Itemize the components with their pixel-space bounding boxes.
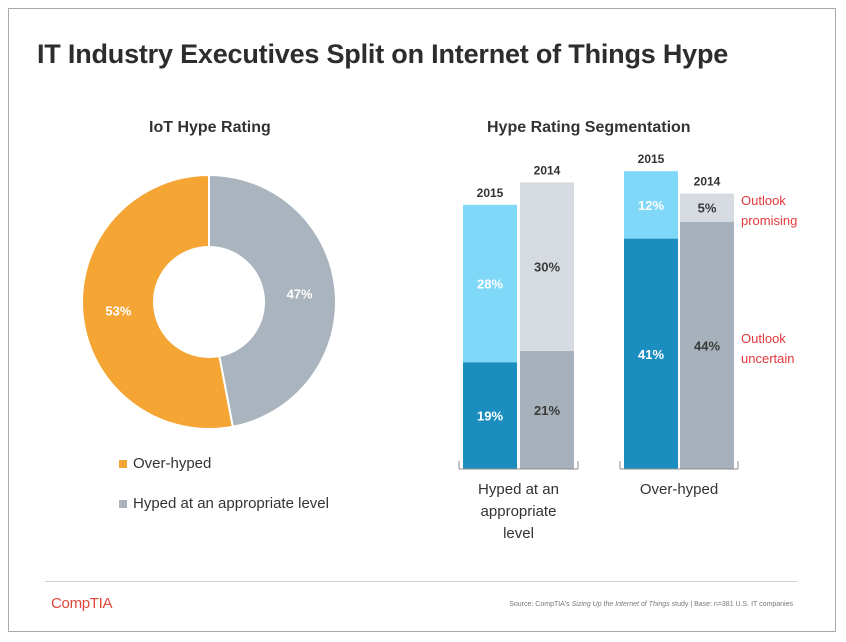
comptia-logo: CompTIA [51,595,113,612]
bar-segment [624,238,678,469]
page-title: IT Industry Executives Split on Internet… [37,39,729,69]
group-label: level [503,525,534,542]
legend-label: Hyped at an appropriate level [133,495,329,512]
legend-swatch-orange [119,460,127,469]
chart-canvas: 47% 53% 19% 28% 2015 21% 30% 2014 Hyped at an app… [81,152,797,542]
bar-segment-label: 19% [477,409,503,424]
bar-segment-label: 12% [638,198,664,213]
bar-segment-label: 21% [534,403,560,418]
bar-year-label: 2014 [694,175,721,189]
group-label: appropriate [481,503,557,520]
donut-slice [208,173,337,428]
bar-segment [463,362,517,469]
bar-segment [680,221,734,469]
bar-segment-label: 44% [694,338,720,353]
bar-segment-label: 5% [698,201,717,216]
bar-year-label: 2015 [638,152,665,166]
bar-segment-label: 30% [534,260,560,275]
slide: IT Industry Executives Split on Internet… [8,8,836,632]
legend-swatch-gray [119,500,127,509]
donut-slice [81,173,234,430]
bar-segment [680,193,734,222]
donut-slice-label: 53% [105,304,131,319]
bar-year-label: 2015 [477,186,504,200]
legend-item-appropriate: Hyped at an appropriate level [119,495,329,512]
donut-chart-title: IoT Hype Rating [149,119,271,136]
bar-segment [520,182,574,351]
donut-slice-label: 47% [287,286,313,301]
annotation-text: Outlook [741,193,786,208]
annotation-text: promising [741,213,797,228]
bar-year-label: 2014 [534,163,561,177]
legend-item-over-hyped: Over-hyped [119,455,211,472]
source-note: Source: CompTIA's Sizing Up the Internet… [509,601,793,608]
bar-segment-label: 28% [477,277,503,292]
bar-segment [463,204,517,363]
bar-segment-label: 41% [638,347,664,362]
annotation-text: uncertain [741,351,794,366]
group-label: Over-hyped [640,481,718,498]
bar-segment [520,350,574,469]
legend-label: Over-hyped [133,455,212,472]
group-label: Hyped at an [478,481,559,498]
footer-divider [45,581,797,582]
bar-chart-title: Hype Rating Segmentation [487,119,691,136]
bar-segment [624,171,678,239]
annotation-text: Outlook [741,331,786,346]
